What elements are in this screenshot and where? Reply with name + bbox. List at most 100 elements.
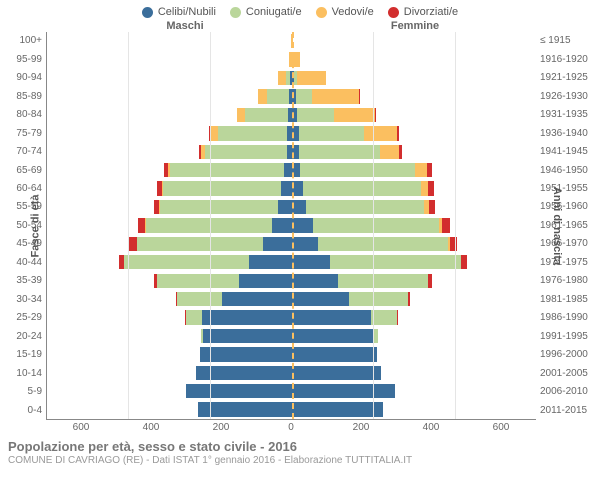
chart-area: Fasce di età Anni di nascita 100+95-9990…	[0, 32, 600, 420]
y-axis-left-title: Fasce di età	[29, 195, 41, 258]
bar-female	[292, 34, 537, 48]
footer: Popolazione per età, sesso e stato civil…	[0, 433, 600, 466]
bar-segment	[330, 255, 460, 269]
bar-male	[47, 237, 292, 251]
birth-label: 1936-1940	[540, 124, 600, 142]
bar-segment	[218, 126, 287, 140]
bar-female	[292, 145, 537, 159]
legend-item: Vedovi/e	[316, 6, 374, 18]
bar-segment	[415, 163, 427, 177]
age-label: 80-84	[0, 106, 42, 124]
bar-segment	[299, 145, 380, 159]
bar-segment	[334, 108, 375, 122]
birth-label: 2006-2010	[540, 383, 600, 401]
age-label: 90-94	[0, 69, 42, 87]
bar-segment	[428, 274, 432, 288]
bar-segment	[239, 274, 292, 288]
x-tick: 400	[396, 422, 466, 433]
age-label: 65-69	[0, 161, 42, 179]
y-labels-birth: ≤ 19151916-19201921-19251926-19301931-19…	[536, 32, 600, 420]
birth-label: 1971-1975	[540, 254, 600, 272]
legend-swatch	[230, 7, 241, 18]
age-label: 0-4	[0, 401, 42, 419]
bar-female	[292, 52, 537, 66]
bar-segment	[200, 347, 292, 361]
bar-segment	[364, 126, 397, 140]
bar-segment	[160, 200, 278, 214]
bar-segment	[137, 237, 263, 251]
bar-segment	[306, 200, 424, 214]
bar-male	[47, 347, 292, 361]
bar-segment	[313, 218, 439, 232]
age-label: 75-79	[0, 124, 42, 142]
bar-male	[47, 384, 292, 398]
bar-segment	[272, 218, 292, 232]
bar-female	[292, 274, 537, 288]
bar-female	[292, 384, 537, 398]
bar-segment	[198, 402, 292, 416]
birth-label: 1916-1920	[540, 50, 600, 68]
bar-segment	[258, 89, 267, 103]
birth-label: 1986-1990	[540, 309, 600, 327]
bar-segment	[397, 126, 399, 140]
bar-segment	[349, 292, 408, 306]
age-label: 85-89	[0, 87, 42, 105]
plot-area	[46, 32, 536, 420]
bar-male	[47, 145, 292, 159]
birth-label: 1981-1985	[540, 291, 600, 309]
age-label: 35-39	[0, 272, 42, 290]
bar-segment	[408, 292, 410, 306]
bar-segment	[267, 89, 289, 103]
bar-female	[292, 200, 537, 214]
bar-female	[292, 181, 537, 195]
birth-label: 1966-1970	[540, 235, 600, 253]
legend-item: Celibi/Nubili	[142, 6, 216, 18]
bar-segment	[312, 89, 359, 103]
birth-label: 1946-1950	[540, 161, 600, 179]
bar-female	[292, 163, 537, 177]
bar-segment	[281, 181, 291, 195]
bar-segment	[297, 108, 334, 122]
birth-label: 2001-2005	[540, 364, 600, 382]
legend-label: Celibi/Nubili	[158, 6, 216, 18]
bar-segment	[278, 71, 285, 85]
bar-segment	[359, 89, 360, 103]
age-label: 100+	[0, 32, 42, 50]
bar-segment	[303, 181, 421, 195]
bar-female	[292, 89, 537, 103]
age-label: 15-19	[0, 346, 42, 364]
legend: Celibi/Nubili Coniugati/e Vedovi/e Divorzia…	[0, 0, 600, 20]
bar-segment	[292, 292, 349, 306]
bar-segment	[427, 163, 432, 177]
age-label: 5-9	[0, 383, 42, 401]
bar-segment	[299, 126, 364, 140]
legend-label: Coniugati/e	[246, 6, 302, 18]
bar-female	[292, 108, 537, 122]
birth-label: 1961-1965	[540, 217, 600, 235]
bar-segment	[237, 108, 245, 122]
bar-segment	[177, 292, 222, 306]
bar-male	[47, 310, 292, 324]
birth-label: ≤ 1915	[540, 32, 600, 50]
bar-male	[47, 402, 292, 416]
age-label: 30-34	[0, 291, 42, 309]
bar-female	[292, 292, 537, 306]
bar-segment	[292, 237, 318, 251]
bar-segment	[292, 402, 384, 416]
bar-segment	[146, 218, 272, 232]
bar-female	[292, 126, 537, 140]
bar-male	[47, 274, 292, 288]
x-tick: 200	[326, 422, 396, 433]
bar-segment	[442, 218, 450, 232]
bar-male	[47, 126, 292, 140]
age-label: 10-14	[0, 364, 42, 382]
bar-segment	[138, 218, 145, 232]
bar-segment	[297, 71, 326, 85]
bar-segment	[129, 237, 136, 251]
bar-male	[47, 108, 292, 122]
bar-female	[292, 71, 537, 85]
x-tick: 600	[466, 422, 536, 433]
legend-item: Divorziati/e	[388, 6, 458, 18]
bar-segment	[429, 200, 436, 214]
legend-label: Divorziati/e	[404, 6, 458, 18]
